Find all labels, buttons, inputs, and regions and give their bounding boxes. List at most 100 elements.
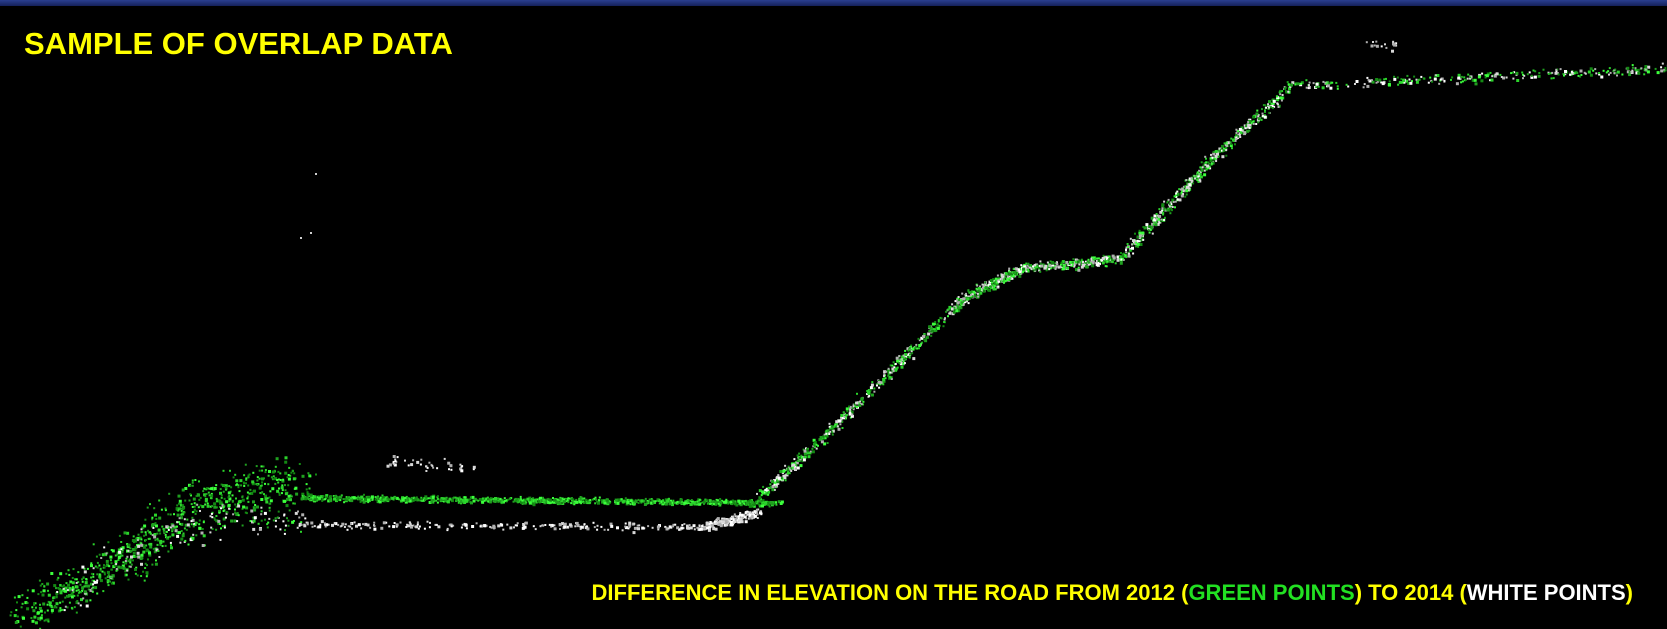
point <box>176 521 178 523</box>
point <box>234 512 236 514</box>
point <box>790 470 792 472</box>
point <box>319 524 321 526</box>
point <box>700 528 703 531</box>
point <box>728 502 730 504</box>
point <box>1075 261 1077 263</box>
point <box>337 524 339 526</box>
point <box>112 549 115 552</box>
point <box>202 490 204 492</box>
point <box>1005 272 1008 275</box>
point <box>286 517 288 519</box>
point <box>765 492 767 494</box>
point <box>1548 73 1550 75</box>
point <box>176 526 178 528</box>
point <box>524 522 526 524</box>
point <box>947 315 949 317</box>
point <box>1127 246 1129 248</box>
point <box>143 525 146 528</box>
point <box>1191 180 1193 182</box>
point <box>1137 246 1139 248</box>
point <box>1102 261 1105 264</box>
point <box>652 527 654 529</box>
point <box>163 528 165 530</box>
point <box>1637 72 1640 75</box>
point <box>347 529 349 531</box>
point <box>807 450 809 452</box>
point <box>118 556 121 559</box>
point <box>787 468 789 470</box>
point <box>156 533 158 535</box>
point <box>1366 77 1368 79</box>
point <box>155 539 157 541</box>
point <box>285 489 287 491</box>
point <box>747 512 749 514</box>
point <box>806 448 808 450</box>
point <box>283 500 286 503</box>
point <box>235 498 237 500</box>
point <box>1031 268 1033 270</box>
point <box>1662 63 1664 65</box>
point <box>42 594 45 597</box>
point <box>1007 276 1009 278</box>
point <box>954 307 956 309</box>
point <box>58 588 60 590</box>
point <box>1491 75 1493 77</box>
point <box>394 522 396 524</box>
point <box>822 436 824 438</box>
point <box>673 502 675 504</box>
point <box>600 526 602 528</box>
point <box>288 495 291 498</box>
point <box>607 529 609 531</box>
point <box>1197 174 1199 176</box>
point <box>89 599 91 601</box>
point <box>184 500 186 502</box>
point <box>827 436 829 438</box>
point <box>77 571 79 573</box>
point <box>1191 177 1193 179</box>
point <box>93 543 95 545</box>
point <box>1356 80 1359 83</box>
point <box>513 526 515 528</box>
point <box>475 499 477 501</box>
point <box>53 584 56 587</box>
point <box>406 498 409 501</box>
point <box>275 517 277 519</box>
point <box>1474 79 1477 82</box>
point <box>100 568 102 570</box>
point <box>1574 72 1576 74</box>
point <box>412 459 414 461</box>
point <box>234 504 236 506</box>
point <box>494 497 497 500</box>
point <box>561 502 563 504</box>
point <box>825 433 827 435</box>
point <box>831 431 833 433</box>
point <box>1170 201 1172 203</box>
point <box>1268 107 1270 109</box>
point <box>529 499 531 501</box>
point <box>1262 115 1264 117</box>
point <box>62 601 64 603</box>
point <box>269 497 271 499</box>
point <box>709 503 711 505</box>
point <box>552 497 554 499</box>
caption-text: ) <box>1626 580 1633 605</box>
point <box>205 499 208 502</box>
point <box>109 556 112 559</box>
point <box>250 492 253 495</box>
point <box>1117 259 1120 262</box>
point <box>309 488 311 490</box>
point <box>217 520 220 523</box>
point <box>176 504 178 506</box>
point <box>1163 201 1165 203</box>
point <box>827 442 829 444</box>
point <box>1112 255 1115 258</box>
point <box>936 324 938 326</box>
point <box>915 344 917 346</box>
point <box>40 610 43 613</box>
point <box>483 524 486 527</box>
point <box>757 517 759 519</box>
point <box>245 464 247 466</box>
point <box>1125 256 1127 258</box>
point <box>111 583 113 585</box>
point <box>751 501 754 504</box>
